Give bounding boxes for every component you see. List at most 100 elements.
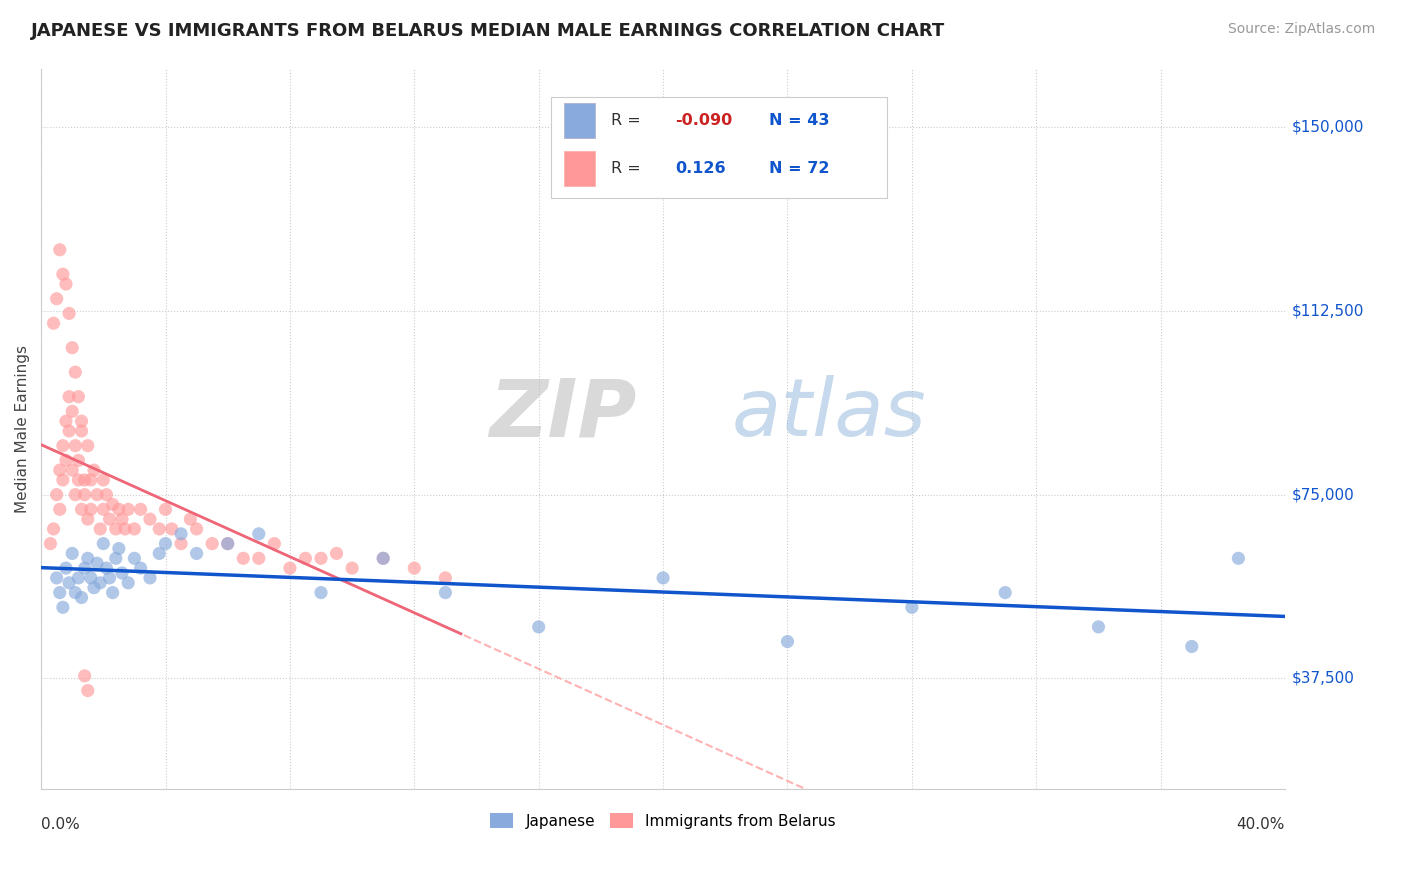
Point <box>179 512 201 526</box>
Point <box>170 526 193 541</box>
Point <box>217 536 239 550</box>
Point <box>55 453 77 467</box>
Point <box>776 634 799 648</box>
Point <box>70 591 93 605</box>
Point <box>58 575 80 590</box>
Point <box>101 585 124 599</box>
Text: ZIP: ZIP <box>489 376 637 453</box>
Point <box>67 390 90 404</box>
Point <box>139 571 162 585</box>
Point <box>49 243 72 257</box>
Point <box>58 424 80 438</box>
Text: R =: R = <box>610 161 645 177</box>
Point <box>994 585 1017 599</box>
Point <box>294 551 316 566</box>
Point <box>108 502 131 516</box>
Text: $112,500: $112,500 <box>1291 303 1364 318</box>
Point <box>91 473 114 487</box>
Point <box>111 512 134 526</box>
Point <box>201 536 224 550</box>
Point <box>98 571 121 585</box>
Text: atlas: atlas <box>731 376 927 453</box>
Point <box>434 585 457 599</box>
Point <box>70 424 93 438</box>
Point <box>70 502 93 516</box>
Point <box>67 473 90 487</box>
Point <box>186 546 208 560</box>
Y-axis label: Median Male Earnings: Median Male Earnings <box>15 344 30 513</box>
FancyBboxPatch shape <box>564 152 595 186</box>
Point <box>155 536 177 550</box>
Point <box>309 551 332 566</box>
Text: 40.0%: 40.0% <box>1237 817 1285 832</box>
Point <box>101 498 124 512</box>
Point <box>55 561 77 575</box>
Point <box>139 512 162 526</box>
Point <box>124 522 146 536</box>
FancyBboxPatch shape <box>564 103 595 137</box>
Point <box>52 473 75 487</box>
Point <box>652 571 675 585</box>
Text: $37,500: $37,500 <box>1291 671 1354 686</box>
Point <box>124 551 146 566</box>
Text: 0.126: 0.126 <box>675 161 725 177</box>
Point <box>1181 640 1204 654</box>
Point <box>73 473 96 487</box>
Text: -0.090: -0.090 <box>675 113 733 128</box>
Point <box>49 585 72 599</box>
Point <box>45 292 67 306</box>
Point <box>232 551 254 566</box>
Point <box>96 561 118 575</box>
Text: 0.0%: 0.0% <box>41 817 80 832</box>
Point <box>86 488 108 502</box>
Point <box>263 536 285 550</box>
Point <box>373 551 395 566</box>
Point <box>434 571 457 585</box>
Point <box>325 546 347 560</box>
Point <box>42 316 65 330</box>
Point <box>91 502 114 516</box>
Point <box>80 502 103 516</box>
Point <box>45 571 67 585</box>
Point <box>1087 620 1109 634</box>
Point <box>98 512 121 526</box>
Point <box>901 600 924 615</box>
Point <box>80 473 103 487</box>
Point <box>67 571 90 585</box>
Point <box>247 551 270 566</box>
Point <box>76 683 98 698</box>
Point <box>104 551 127 566</box>
Point <box>65 439 87 453</box>
Point <box>404 561 426 575</box>
Point <box>49 463 72 477</box>
Point <box>117 575 139 590</box>
Point <box>114 522 136 536</box>
Point <box>89 522 111 536</box>
Point <box>129 502 152 516</box>
Text: Source: ZipAtlas.com: Source: ZipAtlas.com <box>1227 22 1375 37</box>
FancyBboxPatch shape <box>551 97 887 198</box>
Point <box>170 536 193 550</box>
Point <box>45 488 67 502</box>
Point <box>55 277 77 291</box>
Point <box>60 546 83 560</box>
Point <box>76 512 98 526</box>
Point <box>148 546 170 560</box>
Point <box>83 581 105 595</box>
Point <box>52 439 75 453</box>
Text: N = 43: N = 43 <box>769 113 830 128</box>
Point <box>89 575 111 590</box>
Point <box>160 522 183 536</box>
Point <box>91 536 114 550</box>
Point <box>65 365 87 379</box>
Text: $75,000: $75,000 <box>1291 487 1354 502</box>
Point <box>117 502 139 516</box>
Point <box>373 551 395 566</box>
Point <box>49 502 72 516</box>
Point <box>60 341 83 355</box>
Point <box>309 585 332 599</box>
Point <box>80 571 103 585</box>
Point <box>55 414 77 428</box>
Point <box>1227 551 1250 566</box>
Point <box>104 522 127 536</box>
